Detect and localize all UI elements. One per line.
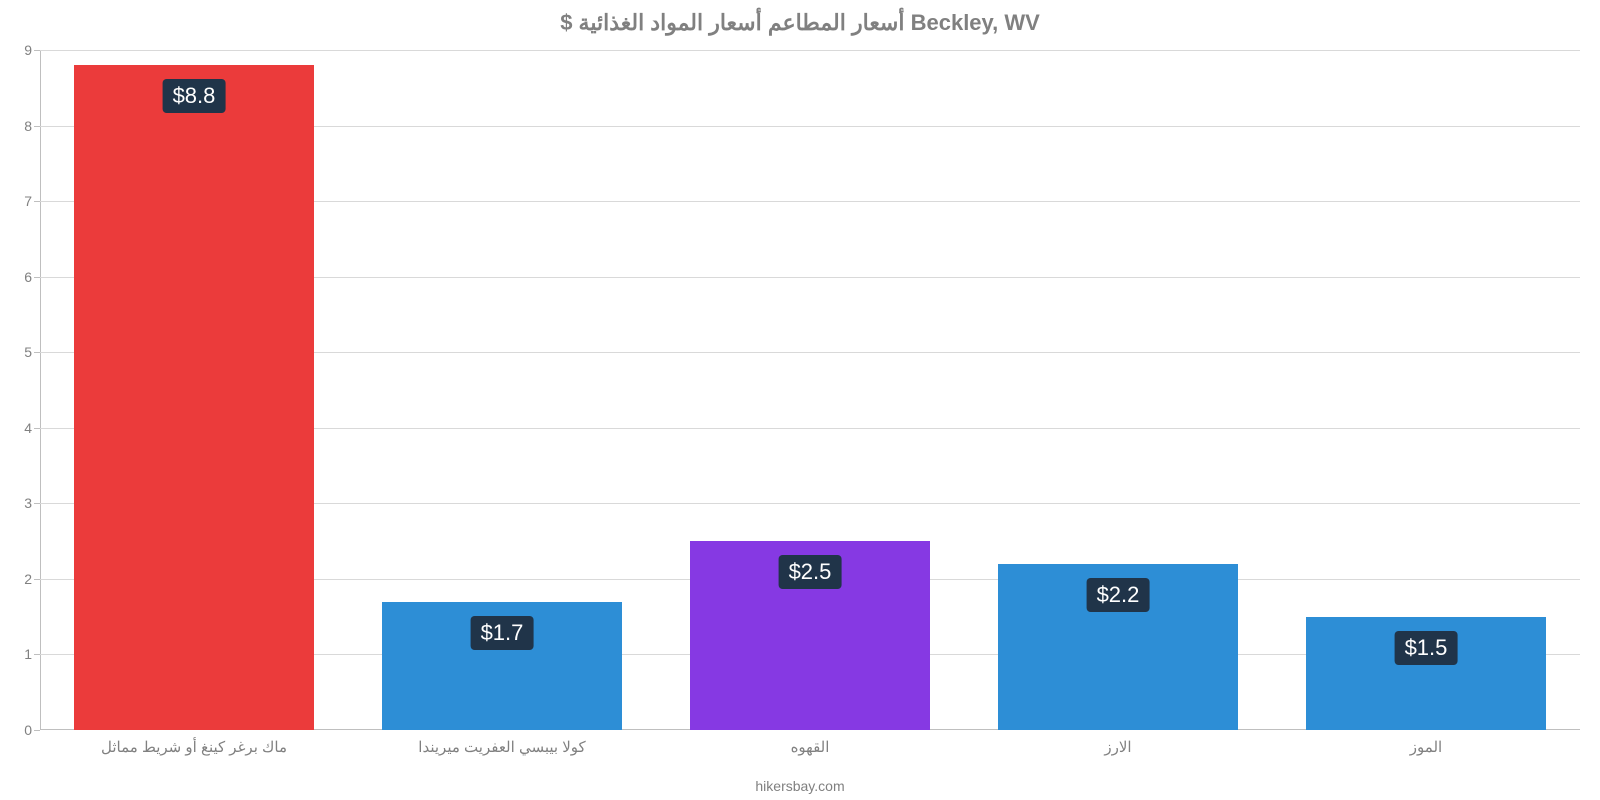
y-tick-label: 9 [6, 42, 32, 58]
value-badge: $2.5 [779, 555, 842, 589]
y-tick-label: 8 [6, 118, 32, 134]
y-tick-label: 6 [6, 269, 32, 285]
value-badge: $2.2 [1087, 578, 1150, 612]
bar: $2.5 [690, 541, 930, 730]
bars-layer: $8.8ماك برغر كينغ أو شريط مماثل$1.7كولا … [40, 50, 1580, 730]
y-tick-label: 7 [6, 193, 32, 209]
value-badge: $8.8 [163, 79, 226, 113]
category-label: كولا بيبسي العفريت ميريندا [418, 738, 585, 756]
y-tick-label: 5 [6, 344, 32, 360]
bar-slot: $1.5الموز [1272, 50, 1580, 730]
category-label: القهوه [791, 738, 830, 756]
chart-container: $ أسعار المطاعم أسعار المواد الغذائية Be… [0, 0, 1600, 800]
category-label: الارز [1104, 738, 1131, 756]
bar-slot: $2.5القهوه [656, 50, 964, 730]
bar: $1.7 [382, 602, 622, 730]
y-tick-label: 2 [6, 571, 32, 587]
y-tick-label: 3 [6, 495, 32, 511]
source-label: hikersbay.com [0, 778, 1600, 794]
bar: $8.8 [74, 65, 314, 730]
bar-slot: $2.2الارز [964, 50, 1272, 730]
category-label: ماك برغر كينغ أو شريط مماثل [101, 738, 287, 756]
y-tick-label: 1 [6, 646, 32, 662]
bar-slot: $1.7كولا بيبسي العفريت ميريندا [348, 50, 656, 730]
y-tick-mark [34, 730, 40, 731]
chart-title: $ أسعار المطاعم أسعار المواد الغذائية Be… [0, 10, 1600, 36]
bar: $1.5 [1306, 617, 1546, 730]
bar: $2.2 [998, 564, 1238, 730]
value-badge: $1.5 [1395, 631, 1458, 665]
category-label: الموز [1410, 738, 1442, 756]
value-badge: $1.7 [471, 616, 534, 650]
y-tick-label: 4 [6, 420, 32, 436]
plot-area: 0123456789 $8.8ماك برغر كينغ أو شريط مما… [40, 50, 1580, 730]
y-tick-label: 0 [6, 722, 32, 738]
bar-slot: $8.8ماك برغر كينغ أو شريط مماثل [40, 50, 348, 730]
